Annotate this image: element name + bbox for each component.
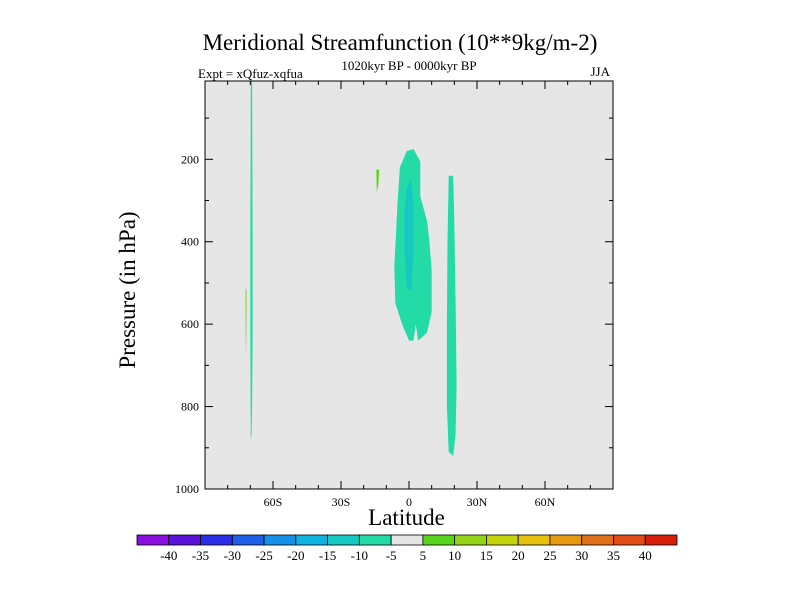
colorbar-box — [231, 534, 265, 546]
contour-region-sh-polar-positive-sliver — [245, 287, 247, 358]
x-tick-label: 60S — [264, 495, 283, 509]
colorbar-label: -10 — [351, 548, 368, 563]
contour-region-nh-subtropical-band — [446, 175, 457, 457]
colorbar-box — [644, 534, 678, 546]
colorbar-label: -5 — [386, 548, 397, 563]
colorbar-label: -25 — [255, 548, 272, 563]
colorbar-box — [517, 534, 551, 546]
colorbar-box — [136, 534, 170, 546]
contour-region-subtropical-small-positive — [376, 169, 380, 193]
x-tick-label: 60N — [535, 495, 556, 509]
colorbar-box — [390, 534, 424, 546]
colorbar-label: 30 — [575, 548, 588, 563]
colorbar-box — [263, 534, 297, 546]
colorbar-box — [486, 534, 519, 546]
chart-title: Meridional Streamfunction (10**9kg/m-2) — [202, 30, 598, 55]
colorbar-label: 35 — [607, 548, 620, 563]
colorbar-label: -20 — [287, 548, 304, 563]
colorbar-box — [422, 534, 456, 546]
season-label: JJA — [590, 64, 610, 79]
colorbar-label: 5 — [420, 548, 427, 563]
colorbar-box — [200, 534, 233, 546]
y-tick-label: 1000 — [175, 482, 199, 496]
colorbar-label: 20 — [512, 548, 525, 563]
colorbar-label: -30 — [224, 548, 241, 563]
colorbar-box — [295, 534, 328, 546]
colorbar-box — [549, 534, 583, 546]
colorbar-label: 40 — [639, 548, 652, 563]
chart-subtitle: 1020kyr BP - 0000kyr BP — [341, 58, 477, 73]
colorbar-box — [168, 534, 201, 546]
colorbar-label: -35 — [192, 548, 209, 563]
x-tick-label: 30N — [467, 495, 488, 509]
y-tick-label: 400 — [181, 235, 199, 249]
contour-region-sh-polar-narrow-band — [250, 81, 253, 440]
x-tick-label: 30S — [332, 495, 351, 509]
contour-region-equatorial-cell-core — [404, 179, 414, 292]
y-tick-label: 600 — [181, 317, 199, 331]
x-axis-label: Latitude — [368, 505, 445, 530]
colorbar-label: 10 — [448, 548, 461, 563]
colorbar-label: -15 — [319, 548, 336, 563]
y-tick-label: 800 — [181, 400, 199, 414]
colorbar-box — [358, 534, 392, 546]
colorbar-box — [613, 534, 646, 546]
y-tick-label: 200 — [181, 152, 199, 166]
colorbar-box — [581, 534, 614, 546]
colorbar-box — [454, 534, 487, 546]
x-tick-label: 0 — [406, 495, 412, 509]
colorbar-label: -40 — [160, 548, 177, 563]
colorbar-label: 25 — [543, 548, 556, 563]
experiment-label: Expt = xQfuz-xqfua — [198, 66, 303, 81]
colorbar-label: 15 — [480, 548, 493, 563]
colorbar-box — [327, 534, 360, 546]
